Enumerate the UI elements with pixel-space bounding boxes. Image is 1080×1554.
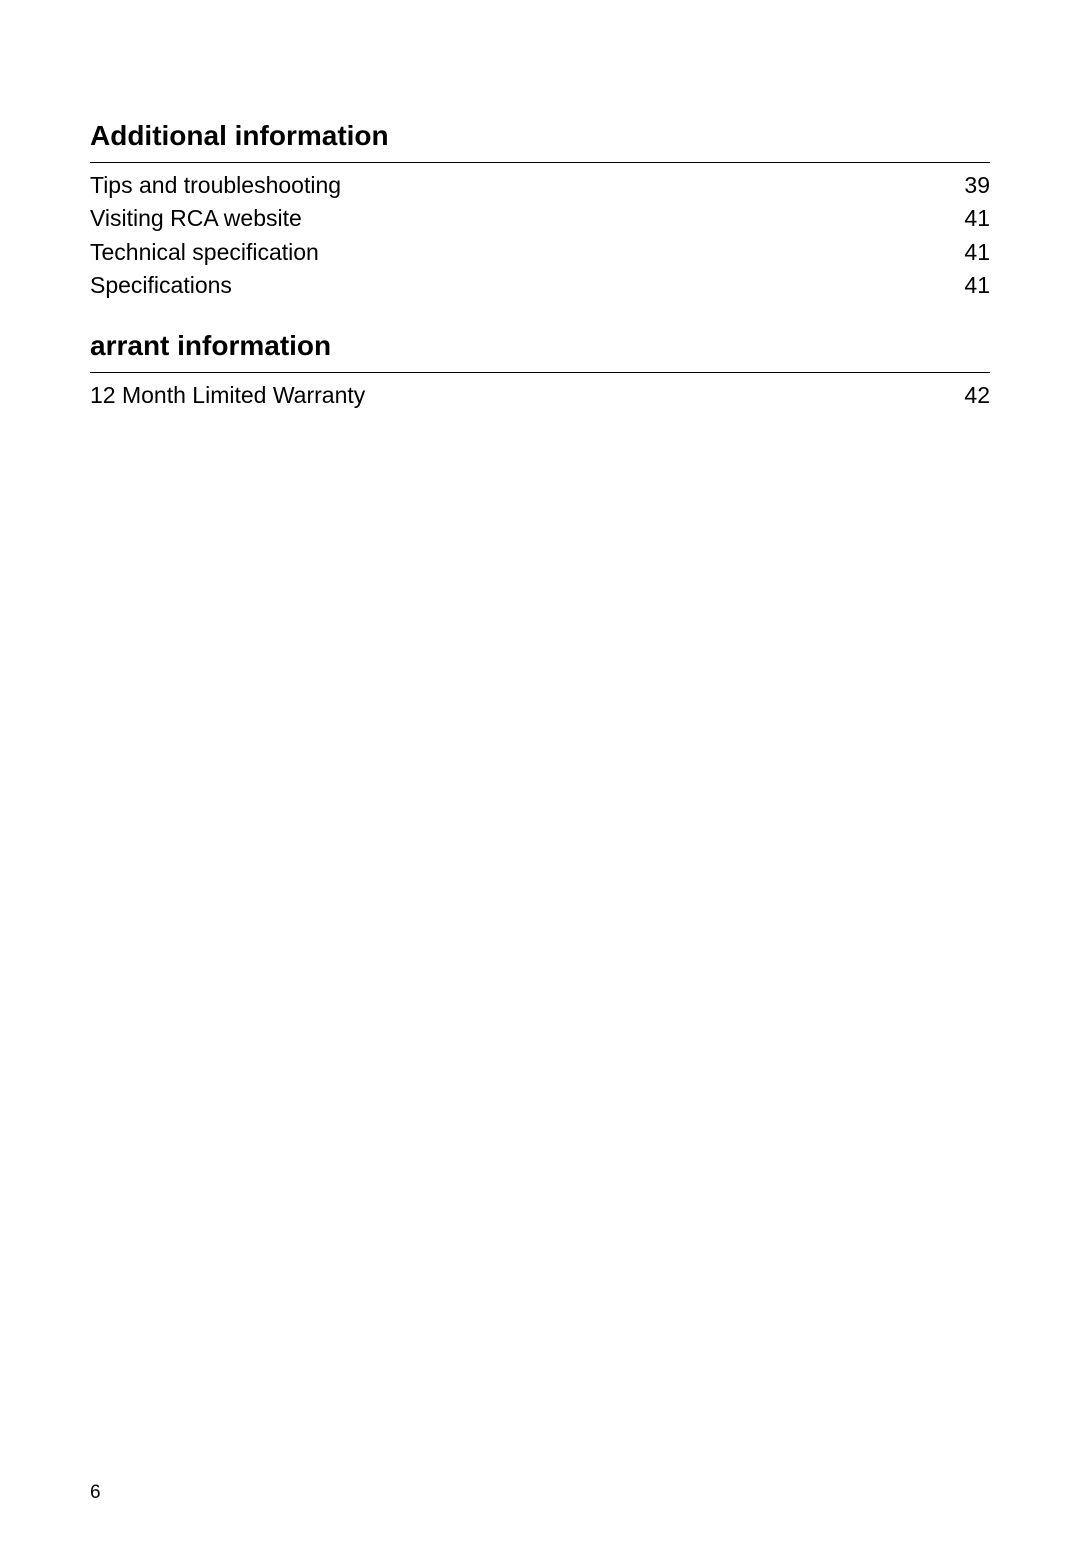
toc-entry: Technical specification 41 [90, 236, 990, 269]
toc-label: Technical specification [90, 236, 319, 269]
toc-page-number: 41 [964, 236, 990, 269]
toc-page-number: 41 [964, 202, 990, 235]
toc-label: Specifications [90, 269, 232, 302]
section-heading-container: Additional information [90, 120, 990, 163]
toc-label: 12 Month Limited Warranty [90, 379, 365, 412]
toc-section-additional-information: Additional information Tips and troubles… [90, 120, 990, 302]
section-heading: arrant information [90, 330, 990, 364]
toc-section-arrant-information: arrant information 12 Month Limited Warr… [90, 330, 990, 412]
toc-page-number: 39 [964, 169, 990, 202]
toc-label: Tips and troubleshooting [90, 169, 341, 202]
toc-entry: Specifications 41 [90, 269, 990, 302]
toc-entry: Visiting RCA website 41 [90, 202, 990, 235]
page-content: Additional information Tips and troubles… [0, 0, 1080, 413]
toc-page-number: 41 [964, 269, 990, 302]
toc-page-number: 42 [964, 379, 990, 412]
toc-entry: 12 Month Limited Warranty 42 [90, 379, 990, 412]
section-heading: Additional information [90, 120, 990, 154]
page-number: 6 [90, 1482, 101, 1504]
toc-entry: Tips and troubleshooting 39 [90, 169, 990, 202]
toc-label: Visiting RCA website [90, 202, 302, 235]
section-heading-container: arrant information [90, 330, 990, 373]
